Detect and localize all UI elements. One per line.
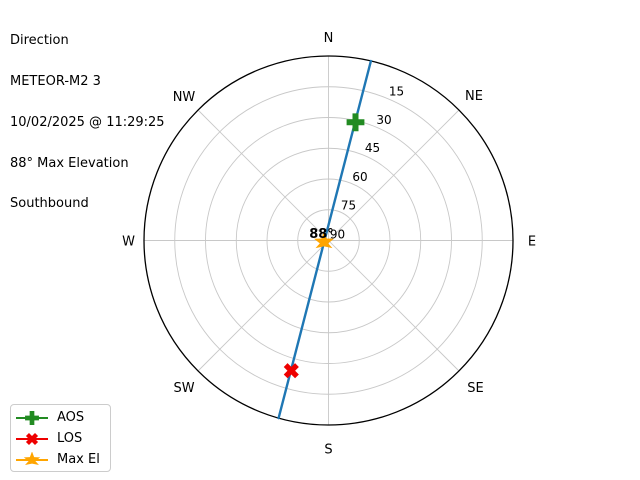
ring-label-45: 45 [365,141,380,155]
legend: AOS LOS Max El [10,404,111,472]
compass-label-nw: NW [173,90,196,105]
pass-datetime: 10/02/2025 @ 11:29:25 [10,114,165,130]
elevation-grid [174,86,483,395]
header-info: Direction METEOR-M2 3 10/02/2025 @ 11:29… [10,7,165,238]
pass-direction-text: Southbound [10,196,89,212]
ring-label-60: 60 [352,170,367,184]
horizon-circle [143,55,514,426]
max-elevation-text: 88° Max Elevation [10,155,129,171]
max-elevation-annotation: 88° [309,227,334,242]
elevation-ring-15 [174,86,483,395]
ring-label-75: 75 [341,199,356,213]
compass-label-e: E [528,235,536,250]
ring-labels: 15 30 45 60 75 90 [330,85,404,242]
legend-item-aos: AOS [14,407,110,428]
ring-label-90: 90 [330,228,345,242]
satellite-name: METEOR-M2 3 [10,73,101,89]
compass-label-s: S [324,443,332,458]
max-el-legend-icon [16,451,48,465]
legend-label-maxel: Max El [57,452,100,467]
los-marker [283,363,299,379]
ring-label-15: 15 [389,85,404,99]
compass-label-n: N [324,31,334,46]
compass-labels: N NE E SE S SW W NW [122,31,536,458]
compass-label-sw: SW [173,381,194,396]
elevation-ring-60 [266,178,391,303]
elevation-ring-30 [205,117,452,364]
elevation-ring-75 [297,209,360,272]
aos-legend-icon [16,410,48,425]
legend-item-los: LOS [14,428,110,449]
elevation-ring-45 [235,147,422,334]
max-el-marker [314,231,334,249]
ring-label-30: 30 [376,113,391,127]
compass-label-se: SE [467,381,483,396]
aos-marker [346,113,365,132]
chart-title: Direction [10,33,69,49]
los-legend-icon [16,432,48,445]
legend-label-los: LOS [57,431,83,446]
compass-label-w: W [122,235,135,250]
compass-label-ne: NE [465,89,483,104]
legend-item-maxel: Max El [14,449,110,470]
legend-label-aos: AOS [57,410,85,425]
